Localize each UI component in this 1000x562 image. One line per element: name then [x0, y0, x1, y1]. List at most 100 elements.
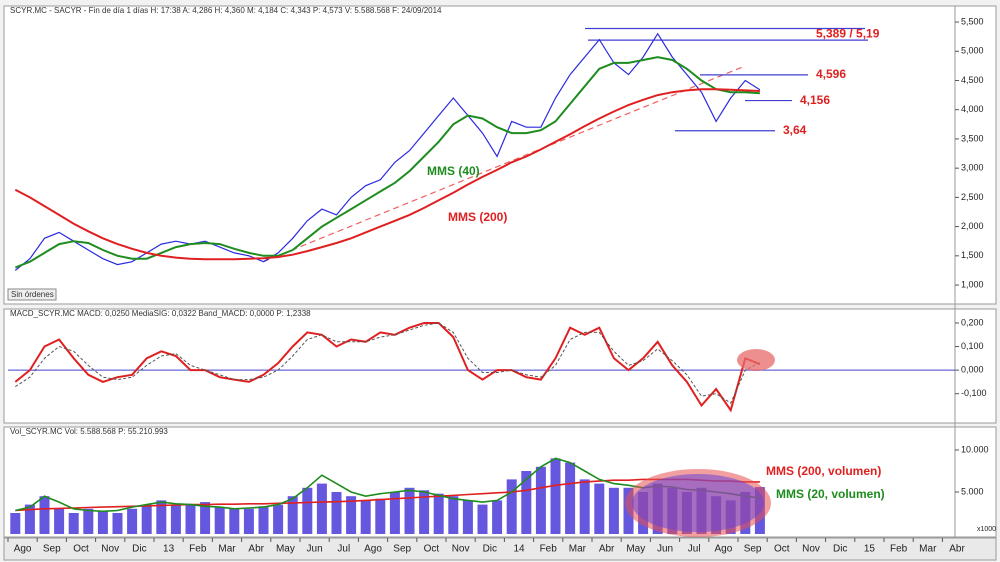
volume-bar [448, 496, 459, 534]
y-tick-label: 2,500 [961, 192, 984, 202]
x-tick-label: Oct [424, 544, 440, 555]
series-line [14, 32, 761, 271]
volume-bar [404, 487, 415, 534]
level-label: 4,156 [800, 93, 830, 107]
x-tick-label: 15 [864, 544, 876, 555]
y-tick-label: 0,100 [961, 341, 984, 351]
volume-bar [608, 487, 619, 534]
x-tick-label: Abr [248, 544, 264, 555]
volume-bar [375, 498, 386, 534]
x-tick-label: May [276, 544, 295, 555]
x-tick-label: Jun [657, 544, 673, 555]
level-label: 3,64 [783, 123, 807, 137]
macd-highlight [737, 349, 775, 371]
volume-bar [302, 487, 313, 534]
y-tick-label: 2,000 [961, 221, 984, 231]
x-tick-label: Nov [452, 544, 470, 555]
volume-bar [243, 508, 254, 534]
volume-bar [156, 500, 167, 534]
volume-bar [550, 458, 561, 534]
x-tick-label: Jul [337, 544, 350, 555]
series-line [15, 322, 761, 404]
volume-bar [83, 508, 94, 534]
x-tick-label: Dic [483, 544, 497, 555]
volume-bar [200, 502, 211, 534]
y-tick-label: 5.000 [961, 486, 984, 496]
x-tick-label: Oct [774, 544, 790, 555]
volume-bar [141, 504, 152, 534]
x-tick-label: Sep [43, 544, 61, 555]
y-tick-label: 4,500 [961, 75, 984, 85]
level-label: 5,389 / 5,19 [816, 27, 880, 41]
mms40-label: MMS (40) [427, 164, 480, 178]
volume-bar [477, 504, 488, 534]
volume-bar [287, 496, 298, 534]
price-header: SCYR.MC - SACYR - Fin de día 1 días H: 1… [10, 6, 442, 15]
x-tick-label: Feb [540, 544, 558, 555]
series-line [14, 88, 760, 261]
vol-mms200-label: MMS (200, volumen) [766, 464, 881, 478]
volume-bar [170, 504, 181, 534]
x-tick-label: Mar [569, 544, 587, 555]
orders-button-label[interactable]: Sin órdenes [11, 290, 54, 299]
volume-bar [127, 508, 138, 534]
x-tick-label: Feb [890, 544, 908, 555]
x-tick-label: Ago [715, 544, 733, 555]
volume-bar [565, 462, 576, 534]
x-tick-label: Oct [73, 544, 89, 555]
x-tick-label: Jun [307, 544, 323, 555]
y-tick-label: 1,000 [961, 279, 984, 289]
y-tick-label: 3,500 [961, 133, 984, 143]
trend-line [263, 65, 746, 263]
series-line [14, 322, 761, 413]
x-tick-label: May [626, 544, 645, 555]
x-tick-label: Abr [599, 544, 615, 555]
y-tick-label: 4,000 [961, 104, 984, 114]
volume-bar [97, 510, 108, 534]
vol-mms20-label: MMS (20, volumen) [776, 487, 885, 501]
x-tick-label: Nov [101, 544, 119, 555]
volume-bar [360, 500, 371, 534]
y-tick-label: -0,100 [961, 388, 987, 398]
volume-bar [214, 507, 225, 534]
x-tick-label: Ago [14, 544, 32, 555]
y-tick-label: 3,000 [961, 163, 984, 173]
time-axis [3, 537, 997, 561]
macd-panel [3, 308, 997, 424]
volume-bar [419, 490, 430, 534]
volume-unit: x1000 [977, 526, 996, 533]
macd-header: MACD_SCYR.MC MACD: 0,0250 MediaSIG: 0,03… [10, 309, 311, 318]
x-tick-label: Jul [688, 544, 701, 555]
x-tick-label: Ago [364, 544, 382, 555]
x-tick-label: Sep [744, 544, 762, 555]
volume-bar [54, 508, 65, 534]
volume-bar [273, 504, 284, 534]
y-tick-label: 5,000 [961, 46, 984, 56]
x-tick-label: Feb [189, 544, 207, 555]
y-tick-label: 1,500 [961, 250, 984, 260]
volume-bar [506, 479, 517, 534]
y-tick-label: 5,500 [961, 16, 984, 26]
y-tick-label: 10.000 [961, 444, 989, 454]
mms200-label: MMS (200) [448, 210, 507, 224]
volume-bar [68, 512, 79, 534]
volume-bar [229, 508, 240, 534]
volume-bar [579, 479, 590, 534]
orders-button[interactable] [7, 288, 57, 301]
series-line [14, 56, 760, 269]
x-tick-label: Sep [393, 544, 411, 555]
x-tick-label: Mar [218, 544, 236, 555]
level-label: 4,596 [816, 67, 846, 81]
volume-bar [492, 500, 503, 534]
volume-bar [535, 466, 546, 534]
x-tick-label: Dic [833, 544, 847, 555]
volume-bar [10, 512, 21, 534]
volume-bar [594, 483, 605, 534]
x-tick-label: 13 [163, 544, 175, 555]
x-tick-label: Dic [132, 544, 146, 555]
volume-bar [389, 491, 400, 534]
volume-bar [331, 491, 342, 534]
x-tick-label: Abr [949, 544, 965, 555]
volume-bar [258, 506, 269, 534]
